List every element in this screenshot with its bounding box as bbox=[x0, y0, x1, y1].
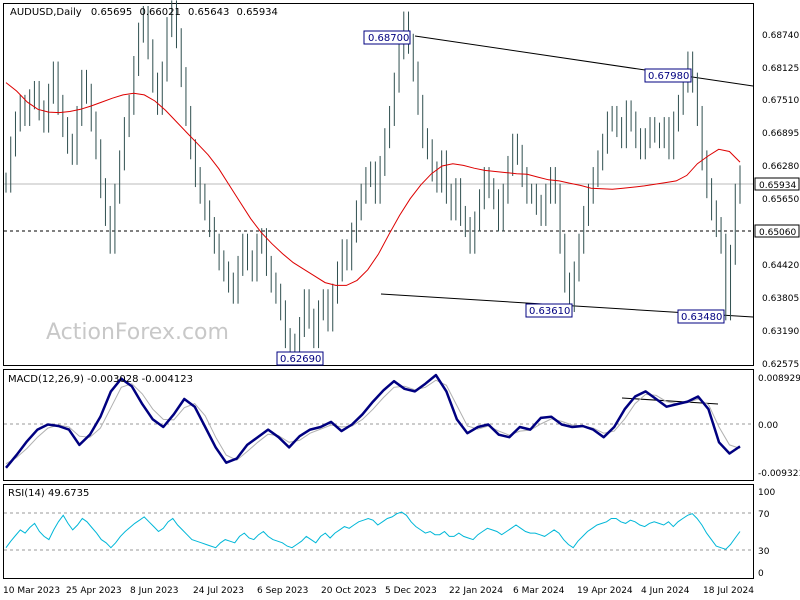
watermark: ActionForex.com bbox=[46, 320, 229, 345]
x-axis: 10 Mar 2023 25 Apr 2023 8 Jun 2023 24 Ju… bbox=[3, 586, 754, 596]
price-tick-label: 0.67510 bbox=[762, 96, 799, 106]
price-y-axis: 0.68740 0.68125 0.67510 0.66895 0.66280 … bbox=[762, 31, 799, 370]
price-tick-label: 0.65650 bbox=[762, 195, 799, 205]
annotation-box bbox=[644, 68, 692, 83]
upper-trendline bbox=[414, 35, 754, 87]
macd-panel-title: MACD(12,26,9) -0.003028 -0.004123 bbox=[8, 374, 193, 385]
price-panel-title: AUDUSD,Daily 0.65695 0.66021 0.65643 0.6… bbox=[10, 7, 278, 18]
x-tick-label: 18 Jul 2024 bbox=[703, 586, 754, 596]
price-tick-label: 0.68740 bbox=[762, 31, 799, 41]
x-tick-label: 6 Sep 2023 bbox=[257, 586, 308, 596]
annotation-high-dec: 0.68700 bbox=[368, 33, 409, 44]
x-tick-label: 6 Mar 2024 bbox=[513, 586, 565, 596]
x-tick-label: 5 Dec 2023 bbox=[385, 586, 437, 596]
rsi-tick-label: 100 bbox=[758, 488, 775, 498]
reference-level-box bbox=[754, 224, 800, 238]
rsi-tick-label: 0 bbox=[758, 569, 764, 579]
macd-tick-label: 0.00 bbox=[758, 421, 778, 431]
price-tick-label: 0.66895 bbox=[762, 129, 799, 139]
current-price-label: 0.65934 bbox=[759, 181, 796, 191]
rsi-tick-label: 70 bbox=[758, 510, 770, 520]
annotation-box bbox=[525, 303, 573, 318]
price-tick-label: 0.63190 bbox=[762, 327, 799, 337]
price-tick-label: 0.64420 bbox=[762, 261, 799, 271]
macd-tick-label: 0.008929 bbox=[758, 374, 800, 384]
x-tick-label: 22 Jan 2024 bbox=[449, 586, 503, 596]
rsi-line bbox=[5, 511, 741, 550]
price-bars bbox=[5, 0, 741, 362]
annotation-high-jul: 0.67980 bbox=[648, 71, 689, 82]
annotation-low-aug: 0.63480 bbox=[681, 312, 722, 323]
rsi-tick-label: 30 bbox=[758, 547, 770, 557]
x-tick-label: 20 Oct 2023 bbox=[321, 586, 377, 596]
moving-average-line bbox=[5, 82, 741, 286]
x-tick-label: 24 Jul 2023 bbox=[193, 586, 244, 596]
macd-signal-line bbox=[5, 379, 741, 465]
annotation-box bbox=[363, 30, 411, 45]
macd-panel-frame bbox=[3, 369, 754, 481]
annotation-low-apr: 0.63610 bbox=[529, 306, 570, 317]
macd-line bbox=[5, 373, 741, 469]
reference-level-label: 0.65060 bbox=[759, 228, 796, 238]
x-tick-label: 19 Apr 2024 bbox=[577, 586, 633, 596]
rsi-panel-frame bbox=[3, 484, 754, 579]
rsi-panel-title: RSI(14) 49.6735 bbox=[8, 488, 89, 499]
annotation-box bbox=[677, 309, 725, 324]
annotation-box bbox=[276, 351, 324, 366]
x-tick-label: 10 Mar 2023 bbox=[3, 586, 60, 596]
x-tick-label: 8 Jun 2023 bbox=[130, 586, 178, 596]
price-tick-label: 0.62575 bbox=[762, 360, 799, 370]
x-tick-label: 25 Apr 2023 bbox=[66, 586, 122, 596]
x-tick-label: 4 Jun 2024 bbox=[641, 586, 690, 596]
macd-tick-label: -0.009321 bbox=[758, 469, 800, 479]
annotation-low-oct: 0.62690 bbox=[280, 354, 321, 365]
price-tick-label: 0.63805 bbox=[762, 294, 799, 304]
price-tick-label: 0.68125 bbox=[762, 64, 799, 74]
price-panel-frame bbox=[3, 3, 754, 366]
current-price-box bbox=[754, 177, 800, 191]
price-tick-label: 0.66280 bbox=[762, 162, 799, 172]
